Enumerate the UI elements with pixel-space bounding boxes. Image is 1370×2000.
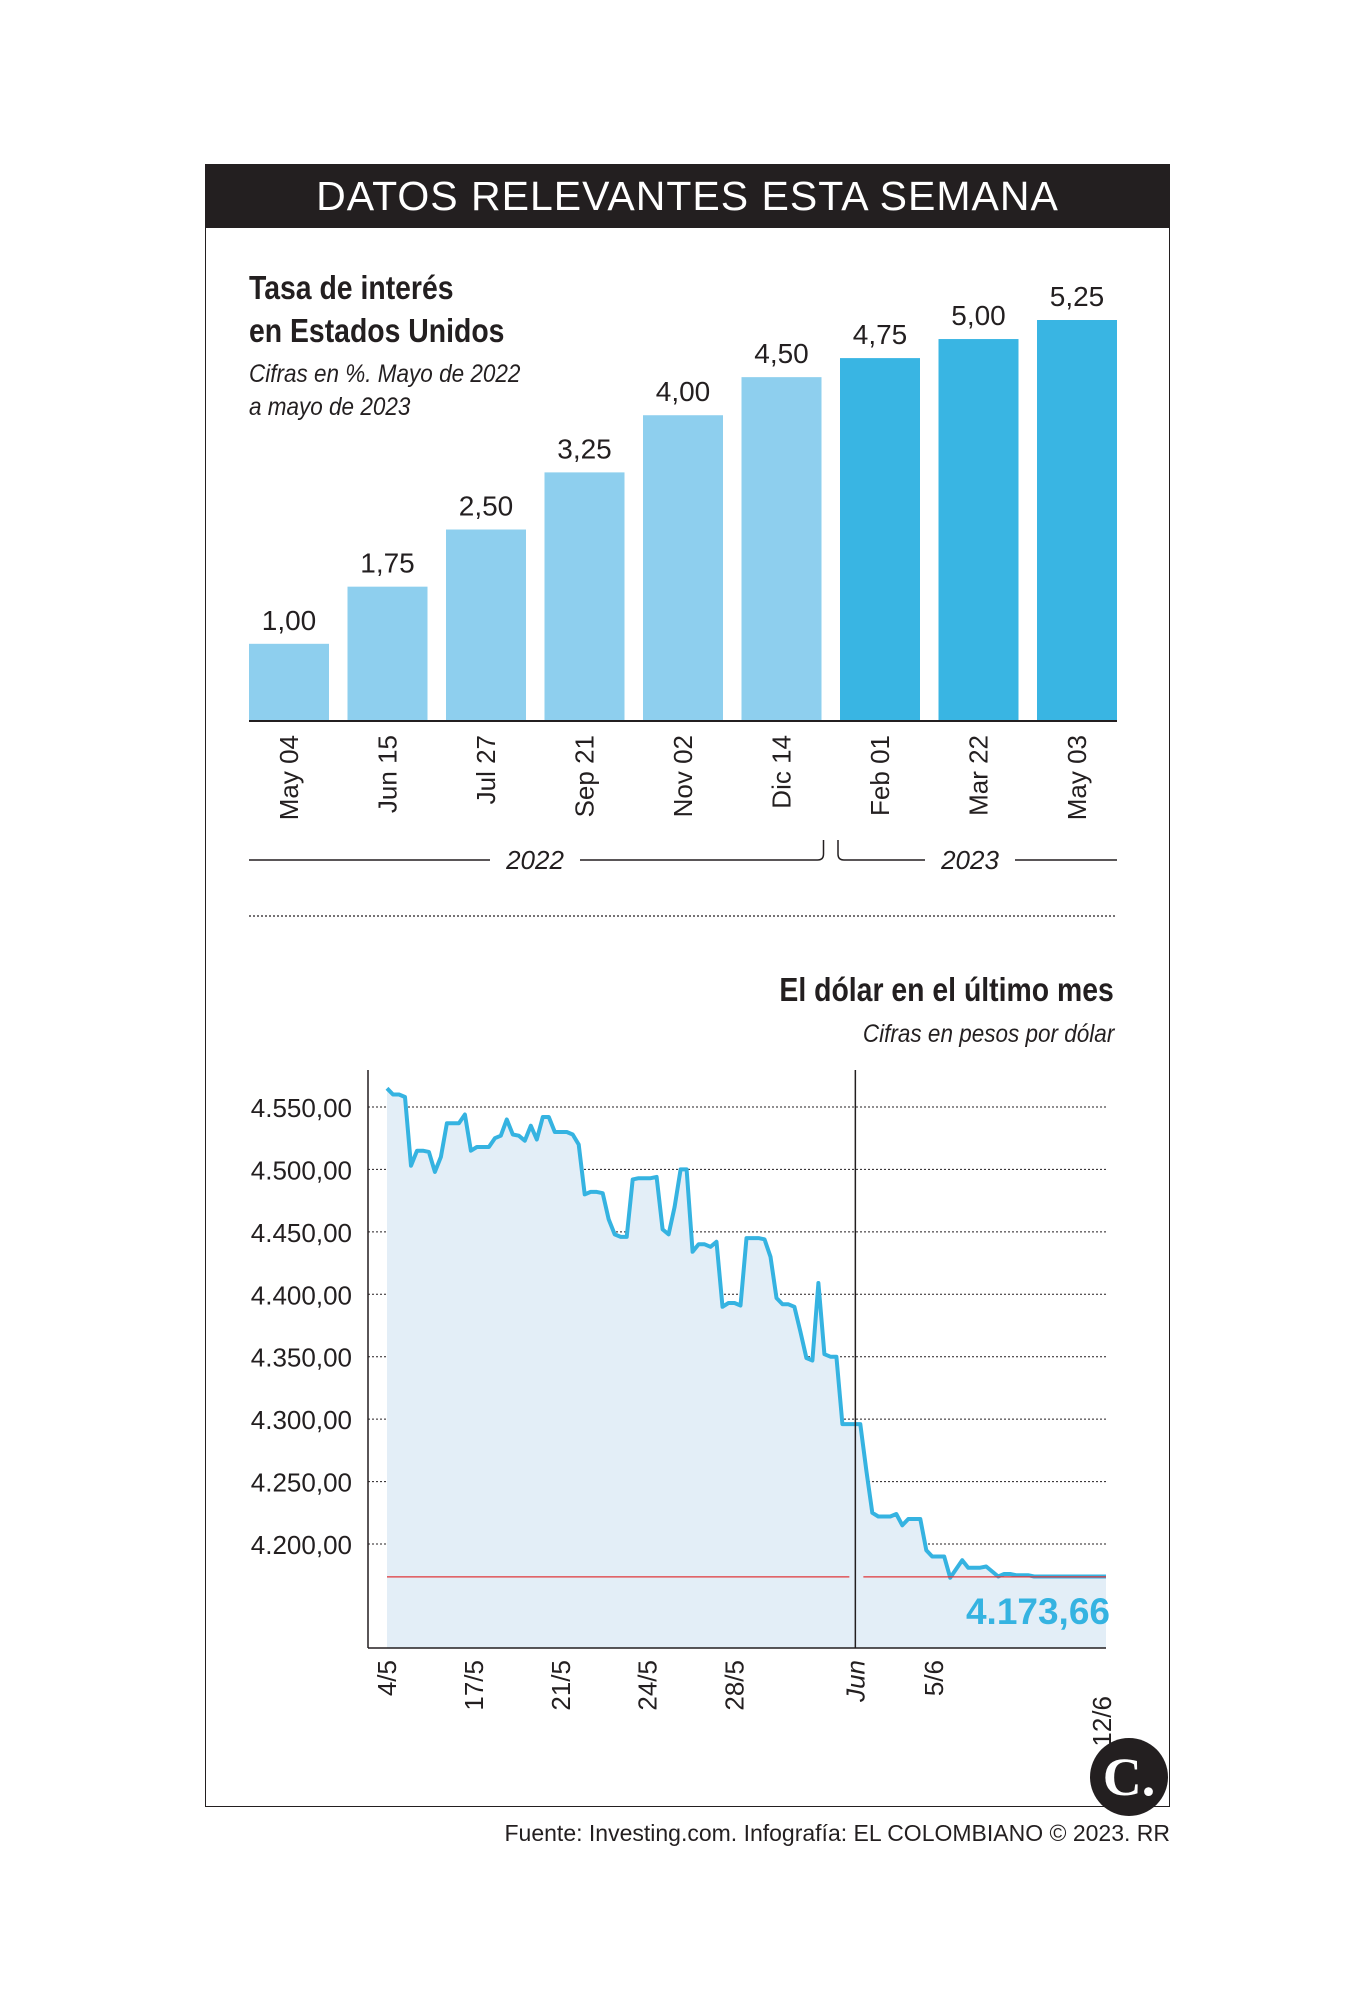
page-title: DATOS RELEVANTES ESTA SEMANA (205, 164, 1170, 228)
bar-5 (741, 377, 822, 720)
y-tick-label-6: 4.500,00 (251, 1155, 352, 1185)
infographic-frame (205, 164, 1170, 1807)
bar-value-label-8: 5,25 (1050, 281, 1105, 312)
year-label-2023: 2023 (940, 845, 999, 875)
bar-chart-subtitle-line-2: a mayo de 2023 (249, 393, 411, 421)
bar-value-label-2: 2,50 (459, 491, 514, 522)
x-tick-label-1: Jun 15 (373, 735, 403, 813)
bar-value-label-1: 1,75 (360, 548, 415, 579)
dollar-area-fill (387, 1088, 1106, 1648)
x-tick-label-2: Jul 27 (471, 735, 501, 804)
line-chart-subtitle: Cifras en pesos por dólar (862, 1020, 1114, 1048)
dollar-series-line (385, 1086, 1106, 1580)
x-tick-label-8: May 03 (1062, 735, 1092, 820)
bar-chart-title-line-2: en Estados Unidos (249, 312, 505, 349)
y-tick-label-5: 4.450,00 (251, 1218, 352, 1248)
y-tick-label-7: 4.550,00 (251, 1093, 352, 1123)
bar-7 (938, 339, 1019, 720)
bar-2 (446, 529, 526, 720)
x-tick-label-6: Feb 01 (865, 735, 895, 816)
bar-value-label-5: 4,50 (754, 338, 809, 369)
bar-1 (347, 586, 428, 720)
bar-4 (643, 415, 723, 720)
bar-0 (249, 643, 329, 720)
bar-chart-subtitle-line-1: Cifras en %. Mayo de 2022 (249, 360, 521, 388)
x-date-label-4: 28/5 (720, 1660, 750, 1711)
y-tick-label-1: 4.250,00 (251, 1468, 352, 1498)
y-tick-label-2: 4.300,00 (251, 1405, 352, 1435)
bar-value-label-4: 4,00 (656, 376, 711, 407)
bar-6 (840, 358, 920, 720)
x-tick-label-0: May 04 (274, 735, 304, 820)
bar-chart-title-line-1: Tasa de interés (249, 269, 454, 306)
x-date-label-7: 12/6 (1087, 1696, 1117, 1747)
bar-8 (1037, 320, 1117, 720)
year-label-2022: 2022 (505, 845, 564, 875)
x-tick-label-3: Sep 21 (570, 735, 600, 817)
bar-3 (544, 472, 625, 720)
bar-value-label-0: 1,00 (262, 605, 317, 636)
x-date-label-0: 4/5 (372, 1660, 402, 1696)
el-colombiano-logo: C. (1090, 1738, 1168, 1816)
bar-value-label-3: 3,25 (557, 433, 612, 464)
x-tick-label-4: Nov 02 (668, 735, 698, 817)
line-chart-title: El dólar en el último mes (779, 971, 1114, 1008)
bar-value-label-7: 5,00 (951, 300, 1006, 331)
last-value-label: 4.173,66 (966, 1591, 1110, 1632)
y-tick-label-0: 4.200,00 (251, 1530, 352, 1560)
x-tick-label-5: Dic 14 (767, 735, 797, 809)
source-footer: Fuente: Investing.com. Infografía: EL CO… (504, 1820, 1171, 1846)
y-tick-label-4: 4.400,00 (251, 1280, 352, 1310)
interest-rate-bar-chart: 1,00 May 04 1,75 Jun 15 2,50 Jul 27 3,25 Sep 21… (249, 281, 1117, 917)
x-date-label-6: 5/6 (919, 1660, 949, 1696)
x-tick-label-7: Mar 22 (964, 735, 994, 816)
x-date-label-2: 21/5 (546, 1660, 576, 1711)
year-bracket-2023 (837, 840, 1117, 861)
x-date-label-3: 24/5 (633, 1660, 663, 1711)
x-date-label-1: 17/5 (459, 1660, 489, 1711)
x-date-label-5: Jun (840, 1660, 870, 1703)
y-tick-label-3: 4.350,00 (251, 1343, 352, 1373)
bar-value-label-6: 4,75 (853, 319, 908, 350)
year-bracket-2022 (249, 840, 825, 861)
